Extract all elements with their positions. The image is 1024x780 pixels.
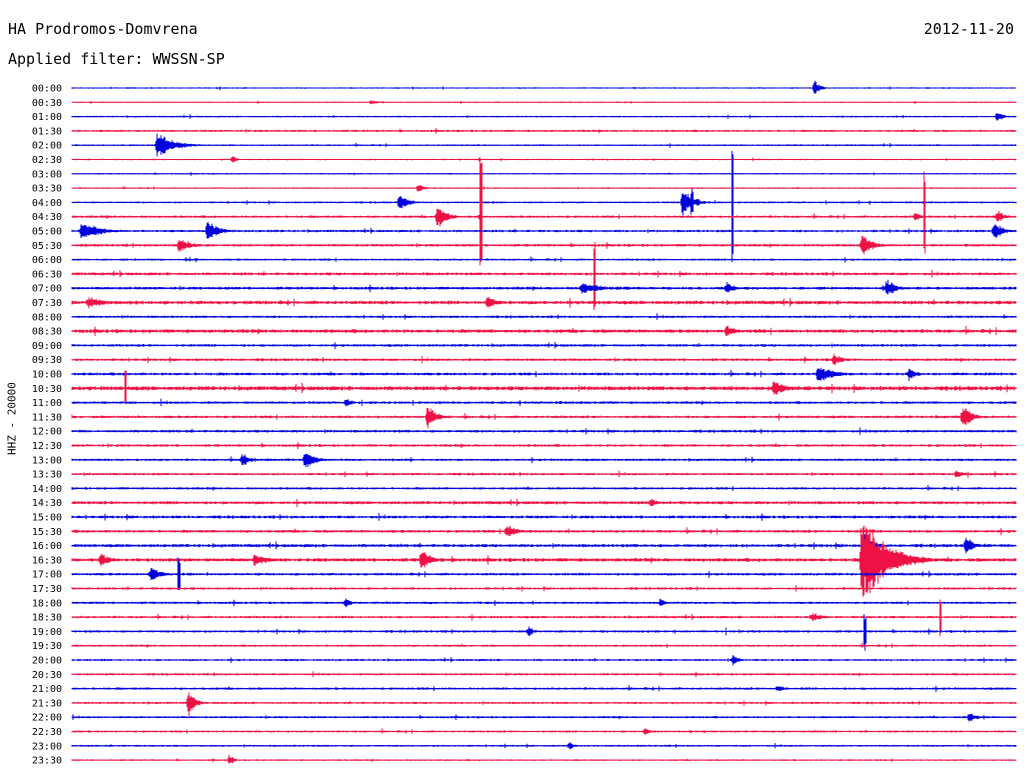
hour-label-0900: 09:00: [32, 341, 62, 352]
hour-label-2030: 20:30: [32, 670, 62, 681]
trace-row-0500: [71, 221, 1017, 239]
hour-label-1400: 14:00: [32, 484, 62, 495]
hour-label-0100: 01:00: [32, 112, 62, 123]
trace-row-0700: [71, 279, 1017, 295]
trace-row-1300: [71, 453, 1017, 468]
hour-label-1130: 11:30: [32, 412, 62, 423]
hour-label-0300: 03:00: [32, 169, 62, 180]
hour-label-1030: 10:30: [32, 384, 62, 395]
hour-label-2330: 23:30: [32, 756, 62, 767]
trace-row-2330: [71, 754, 1017, 764]
hour-label-0930: 09:30: [32, 355, 62, 366]
hour-label-2130: 21:30: [32, 698, 62, 709]
hour-label-2200: 22:00: [32, 713, 62, 724]
hour-label-1600: 16:00: [32, 541, 62, 552]
hour-label-1200: 12:00: [32, 427, 62, 438]
hour-label-1530: 15:30: [32, 527, 62, 538]
hour-label-1700: 17:00: [32, 570, 62, 581]
hour-label-1900: 19:00: [32, 627, 62, 638]
hour-label-1500: 15:00: [32, 513, 62, 524]
hour-label-0030: 00:30: [32, 98, 62, 109]
hour-label-1630: 16:30: [32, 555, 62, 566]
hour-label-0330: 03:30: [32, 184, 62, 195]
hour-label-1830: 18:30: [32, 613, 62, 624]
hour-label-0600: 06:00: [32, 255, 62, 266]
hour-label-1430: 14:30: [32, 498, 62, 509]
hour-label-0830: 08:30: [32, 327, 62, 338]
hour-label-1300: 13:00: [32, 455, 62, 466]
hour-label-1730: 17:30: [32, 584, 62, 595]
hour-label-0430: 04:30: [32, 212, 62, 223]
hour-label-1330: 13:30: [32, 470, 62, 481]
hour-label-0800: 08:00: [32, 312, 62, 323]
trace-row-1130: [71, 408, 1017, 429]
hour-label-1230: 12:30: [32, 441, 62, 452]
station-title: HA Prodromos-Domvrena: [8, 20, 198, 38]
hour-label-1800: 18:00: [32, 598, 62, 609]
hour-label-1100: 11:00: [32, 398, 62, 409]
hour-label-2100: 21:00: [32, 684, 62, 695]
hour-label-1000: 10:00: [32, 370, 62, 381]
filter-label: Applied filter: WWSSN-SP: [8, 50, 225, 68]
trace-row-1030: [71, 370, 1017, 405]
hour-label-1930: 19:30: [32, 641, 62, 652]
trace-row-0630: [71, 242, 1017, 310]
hour-label-0000: 00:00: [32, 84, 62, 95]
hour-label-2000: 20:00: [32, 656, 62, 667]
hour-label-0730: 07:30: [32, 298, 62, 309]
hour-label-0630: 06:30: [32, 269, 62, 280]
hour-label-0400: 04:00: [32, 198, 62, 209]
hour-label-0530: 05:30: [32, 241, 62, 252]
trace-row-0000: [71, 80, 1017, 94]
hour-label-0130: 01:30: [32, 126, 62, 137]
hour-labels: 00:00 00:30 01:00 01:30 02:00 02:30 03:00 03:30…: [32, 84, 62, 767]
date-label: 2012-11-20: [923, 20, 1014, 38]
trace-row-2130: [71, 692, 1017, 716]
hour-label-0200: 02:00: [32, 141, 62, 152]
hour-label-2230: 22:30: [32, 727, 62, 738]
hour-label-2300: 23:00: [32, 741, 62, 752]
hour-label-0230: 02:30: [32, 155, 62, 166]
hour-label-0500: 05:00: [32, 227, 62, 238]
hour-label-0700: 07:00: [32, 284, 62, 295]
trace-lines: [71, 80, 1017, 764]
